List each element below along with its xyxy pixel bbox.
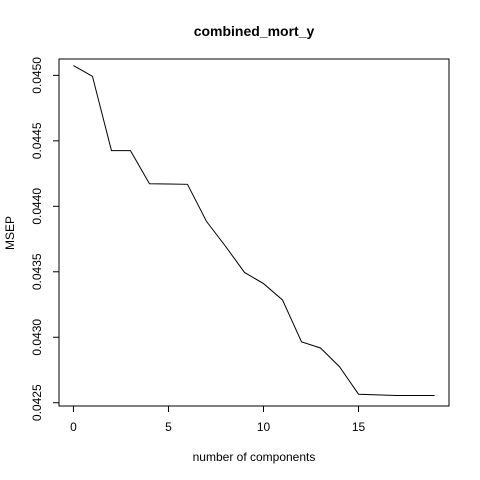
y-tick-label: 0.0425: [30, 384, 44, 421]
series-line: [73, 65, 435, 397]
y-tick-label: 0.0445: [30, 122, 44, 159]
x-axis: 0 5 10 15: [70, 405, 366, 434]
x-tick-label: 15: [352, 420, 366, 434]
y-tick-label: 0.0450: [30, 57, 44, 94]
x-tick-label: 10: [257, 420, 271, 434]
series-layer: [73, 65, 435, 397]
y-axis: 0.0425 0.0430 0.0435 0.0440 0.0445 0.0450: [30, 57, 60, 421]
y-tick-label: 0.0435: [30, 253, 44, 290]
chart-title: combined_mort_y: [194, 23, 315, 39]
y-axis-label: MSEP: [3, 216, 17, 250]
x-tick-label: 0: [70, 420, 77, 434]
y-tick-label: 0.0430: [30, 319, 44, 356]
x-tick-label: 5: [165, 420, 172, 434]
x-axis-label: number of components: [193, 450, 316, 464]
y-tick-label: 0.0440: [30, 188, 44, 225]
